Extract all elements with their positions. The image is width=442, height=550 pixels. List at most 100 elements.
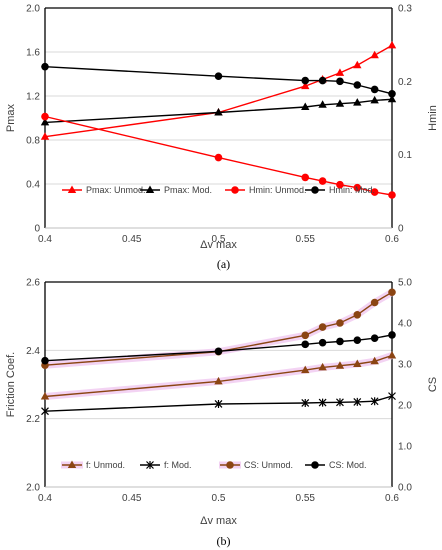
legend-label: CS: Mod. — [329, 460, 367, 470]
y2-tick-label: 0.2 — [398, 77, 412, 88]
data-point — [370, 188, 379, 196]
data-point — [336, 180, 344, 189]
data-point — [41, 62, 49, 71]
y-tick-label: 2.6 — [26, 278, 40, 289]
y-tick-label: 1.6 — [26, 48, 40, 59]
legend-label: Hmin: Unmod. — [249, 185, 307, 195]
y-tick-label: 0.8 — [26, 136, 40, 147]
data-point — [387, 350, 397, 359]
y-tick-label: 0 — [34, 224, 40, 235]
data-point — [41, 356, 49, 365]
data-point — [301, 340, 310, 349]
x-axis-title: Δv max — [200, 515, 237, 527]
data-point — [301, 102, 310, 110]
y2-tick-label: 3.0 — [398, 360, 412, 371]
x-tick-label: 0.55 — [296, 234, 316, 245]
data-point — [301, 331, 310, 340]
data-point — [41, 407, 49, 416]
legend-marker — [146, 461, 154, 469]
legend-label: Hmin: Mod. — [329, 185, 375, 195]
data-point — [318, 76, 327, 85]
x-tick-label: 0.6 — [385, 234, 399, 245]
data-point — [40, 117, 50, 126]
series-pmax-mod — [40, 94, 397, 126]
series-line — [44, 44, 393, 138]
y-axis-title: Pmax — [5, 103, 17, 132]
data-point — [387, 40, 397, 49]
data-point — [353, 60, 362, 69]
data-point — [335, 361, 345, 369]
legend-label: CS: Unmod. — [244, 460, 293, 470]
series-cs-unmod — [41, 288, 396, 370]
data-point — [388, 331, 396, 339]
data-point — [41, 112, 49, 121]
legend-label: f: Mod. — [164, 460, 192, 470]
series-line — [44, 395, 393, 412]
legend-marker — [226, 461, 234, 469]
y-tick-label: 0.4 — [26, 180, 40, 191]
data-point — [370, 50, 379, 59]
y2-axis-title: CS — [427, 377, 439, 392]
data-point — [40, 391, 50, 400]
legend-label: f: Unmod. — [86, 460, 125, 470]
series-hmin-mod — [41, 62, 396, 98]
data-point — [301, 173, 310, 182]
data-point — [353, 311, 362, 319]
data-point — [370, 85, 379, 94]
y2-axis-title: Hmin — [427, 105, 439, 131]
data-point — [336, 398, 344, 407]
data-point — [214, 72, 223, 80]
data-point — [318, 177, 327, 185]
data-point — [353, 336, 362, 345]
data-point — [370, 397, 379, 406]
data-point — [353, 397, 362, 406]
x-tick-label: 0.45 — [122, 493, 142, 504]
y-tick-label: 2.0 — [26, 4, 40, 15]
legend-marker — [145, 185, 155, 193]
x-axis-title: Δv max — [200, 239, 237, 251]
y-axis-title: Friction Coef. — [5, 352, 17, 417]
data-point — [301, 398, 310, 407]
figure-caption: (b) — [217, 534, 231, 548]
data-point — [335, 99, 345, 107]
data-point — [353, 98, 362, 106]
data-point — [40, 132, 50, 140]
data-point — [387, 94, 397, 103]
series-f-mod — [41, 392, 396, 416]
data-point — [214, 153, 223, 162]
series-pmax-unmod — [40, 40, 397, 140]
data-point — [318, 323, 327, 331]
legend-marker — [311, 461, 319, 469]
y2-tick-label: 1.0 — [398, 442, 412, 453]
data-point — [388, 90, 396, 98]
figure-caption: (a) — [217, 257, 230, 271]
data-point — [214, 108, 223, 116]
series-line — [44, 98, 393, 124]
data-point — [335, 68, 345, 76]
data-point — [318, 338, 327, 347]
x-tick-label: 0.6 — [385, 493, 399, 504]
data-point — [301, 365, 310, 374]
y2-tick-label: 2.0 — [398, 401, 412, 412]
data-point — [388, 191, 396, 199]
x-tick-label: 0.55 — [296, 493, 316, 504]
data-point — [301, 81, 310, 90]
data-point — [214, 347, 223, 356]
data-point — [336, 77, 344, 86]
data-point — [370, 298, 379, 307]
data-point — [318, 100, 327, 108]
series-cs-mod — [41, 331, 396, 365]
data-point — [336, 319, 344, 327]
series-f-unmod — [40, 350, 397, 400]
data-point — [353, 81, 362, 89]
chart-b: 2.0 2.2 2.4 2.6 0.0 1.0 2.0 3.0 4.0 5.0 0.4 0.45 0.5… — [5, 278, 439, 549]
y2-tick-label: 0.3 — [398, 4, 412, 15]
y2-tick-label: 4.0 — [398, 319, 412, 330]
data-point — [353, 183, 362, 192]
data-point — [301, 76, 310, 85]
data-point — [388, 288, 396, 297]
y-tick-label: 2.2 — [26, 414, 40, 425]
y2-tick-label: 0 — [398, 224, 404, 235]
y2-tick-label: 0.0 — [398, 483, 412, 494]
